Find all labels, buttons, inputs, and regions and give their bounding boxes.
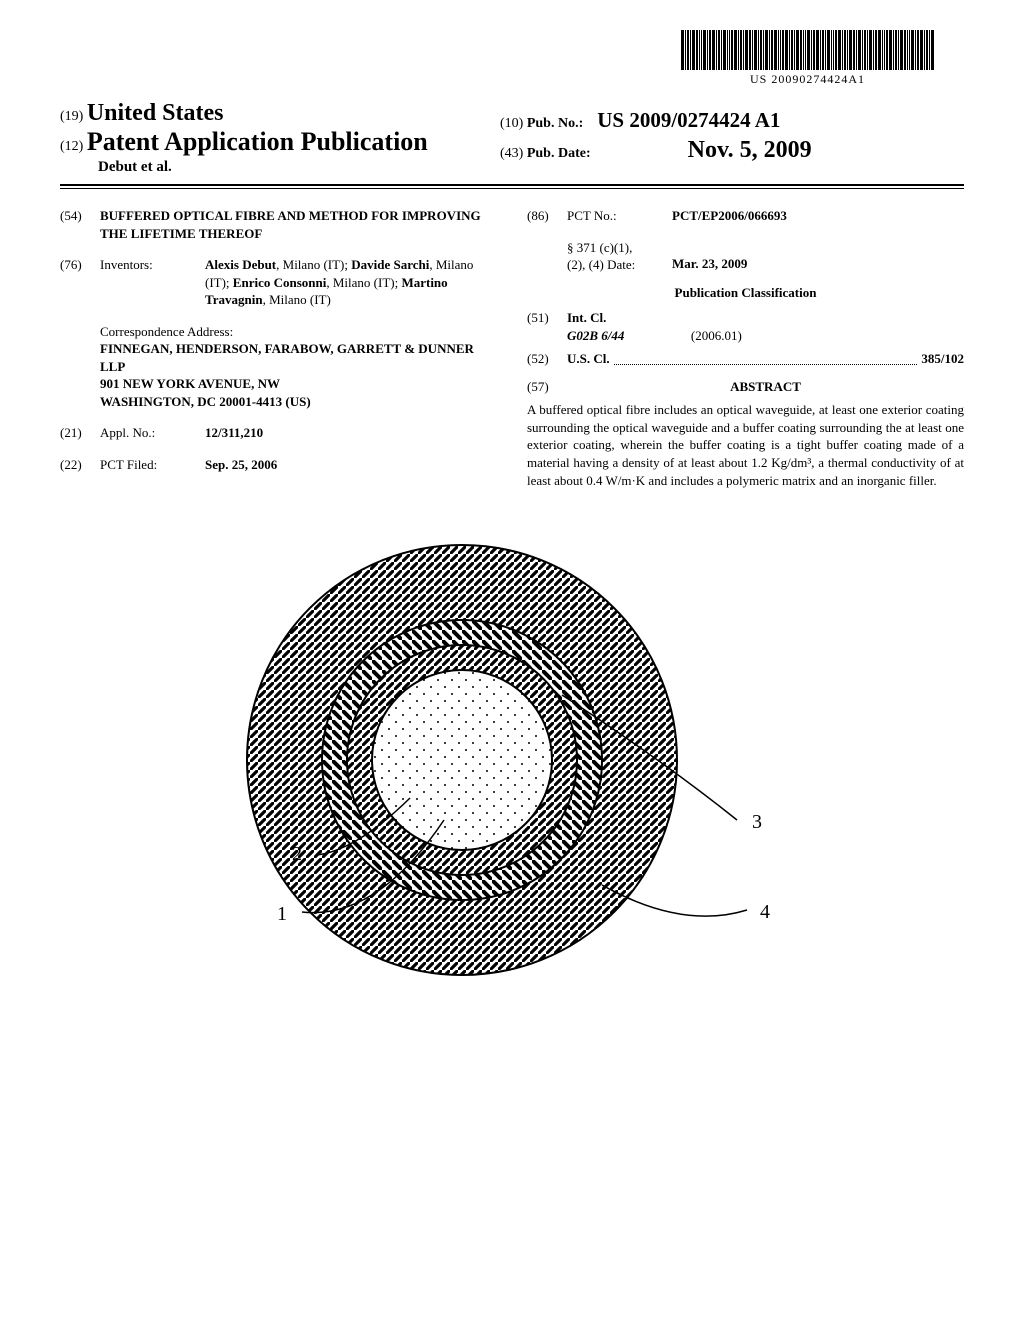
intcl-num: (51) bbox=[527, 309, 567, 344]
left-column: (54) BUFFERED OPTICAL FIBRE AND METHOD F… bbox=[60, 207, 497, 489]
intcl-line: G02B 6/44 (2006.01) bbox=[567, 327, 742, 345]
pctfiled-row: (22) PCT Filed: Sep. 25, 2006 bbox=[60, 456, 497, 474]
correspondence-block: Correspondence Address: FINNEGAN, HENDER… bbox=[100, 323, 497, 411]
barcode-text: US 20090274424A1 bbox=[681, 72, 934, 87]
pub-type-num: (12) bbox=[60, 139, 83, 154]
pctfiled-label: PCT Filed: bbox=[100, 456, 205, 474]
s371-value: Mar. 23, 2009 bbox=[672, 239, 964, 274]
pubdate-num: (43) bbox=[500, 146, 523, 161]
pubdate-value: Nov. 5, 2009 bbox=[688, 137, 812, 163]
biblio-columns: (54) BUFFERED OPTICAL FIBRE AND METHOD F… bbox=[60, 207, 964, 489]
divider-thick bbox=[60, 184, 964, 186]
uscl-dots bbox=[614, 350, 918, 365]
title-num: (54) bbox=[60, 207, 100, 242]
inventors-num: (76) bbox=[60, 256, 100, 309]
intcl-body: Int. Cl. G02B 6/44 (2006.01) bbox=[567, 309, 742, 344]
uscl-label: U.S. Cl. bbox=[567, 350, 610, 368]
intcl-label: Int. Cl. bbox=[567, 309, 742, 327]
title-row: (54) BUFFERED OPTICAL FIBRE AND METHOD F… bbox=[60, 207, 497, 242]
pctno-value: PCT/EP2006/066693 bbox=[672, 207, 964, 225]
divider-thin bbox=[60, 188, 964, 189]
applno-label: Appl. No.: bbox=[100, 424, 205, 442]
abstract-title: ABSTRACT bbox=[567, 378, 964, 396]
header: (19) United States (12) Patent Applicati… bbox=[60, 100, 964, 176]
intcl-year: (2006.01) bbox=[691, 328, 742, 343]
pubclass-title: Publication Classification bbox=[527, 284, 964, 302]
pubno-value: US 2009/0274424 A1 bbox=[597, 108, 780, 132]
s371-row: § 371 (c)(1), (2), (4) Date: Mar. 23, 20… bbox=[527, 239, 964, 274]
barcode-block: US 20090274424A1 bbox=[681, 30, 934, 87]
pubno-num: (10) bbox=[500, 116, 523, 131]
pub-type: Patent Application Publication bbox=[87, 127, 428, 156]
intcl-row: (51) Int. Cl. G02B 6/44 (2006.01) bbox=[527, 309, 964, 344]
pctno-num: (86) bbox=[527, 207, 567, 225]
pctno-label: PCT No.: bbox=[567, 207, 672, 225]
s371-label: § 371 (c)(1), (2), (4) Date: bbox=[567, 239, 672, 274]
inventors-value: Alexis Debut, Milano (IT); Davide Sarchi… bbox=[205, 256, 497, 309]
uscl-body: U.S. Cl. 385/102 bbox=[567, 350, 964, 368]
pctfiled-num: (22) bbox=[60, 456, 100, 474]
intcl-code: G02B 6/44 bbox=[567, 328, 624, 343]
label-3: 3 bbox=[752, 811, 762, 833]
uscl-row: (52) U.S. Cl. 385/102 bbox=[527, 350, 964, 368]
pubdate-row: (43) Pub. Date: Nov. 5, 2009 bbox=[500, 137, 812, 164]
applno-value: 12/311,210 bbox=[205, 424, 497, 442]
country-num: (19) bbox=[60, 109, 83, 124]
label-4: 4 bbox=[760, 901, 770, 923]
applno-num: (21) bbox=[60, 424, 100, 442]
title-text: BUFFERED OPTICAL FIBRE AND METHOD FOR IM… bbox=[100, 207, 497, 242]
pubno-label: Pub. No.: bbox=[527, 116, 583, 131]
barcode-graphic bbox=[681, 30, 934, 70]
layer-1-core bbox=[372, 670, 552, 850]
label-1: 1 bbox=[277, 903, 287, 925]
pctfiled-value: Sep. 25, 2006 bbox=[205, 456, 497, 474]
country-name: United States bbox=[87, 100, 224, 126]
uscl-value: 385/102 bbox=[921, 350, 964, 368]
header-right: (10) Pub. No.: US 2009/0274424 A1 (43) P… bbox=[500, 108, 812, 164]
fibre-cross-section-figure: 2 1 3 4 bbox=[162, 530, 862, 1030]
abstract-header: (57) ABSTRACT bbox=[527, 378, 964, 402]
uscl-num: (52) bbox=[527, 350, 567, 368]
label-2: 2 bbox=[292, 843, 302, 865]
pubdate-label: Pub. Date: bbox=[527, 146, 591, 161]
abstract-num: (57) bbox=[527, 378, 567, 402]
s371-blank bbox=[527, 239, 567, 274]
corr-label: Correspondence Address: bbox=[100, 323, 497, 341]
corr-value: FINNEGAN, HENDERSON, FARABOW, GARRETT & … bbox=[100, 340, 497, 410]
pctno-row: (86) PCT No.: PCT/EP2006/066693 bbox=[527, 207, 964, 225]
figure-area: 2 1 3 4 bbox=[0, 530, 1024, 1035]
abstract-text: A buffered optical fibre includes an opt… bbox=[527, 401, 964, 489]
right-column: (86) PCT No.: PCT/EP2006/066693 § 371 (c… bbox=[527, 207, 964, 489]
pubno-row: (10) Pub. No.: US 2009/0274424 A1 bbox=[500, 108, 812, 133]
applno-row: (21) Appl. No.: 12/311,210 bbox=[60, 424, 497, 442]
inventors-row: (76) Inventors: Alexis Debut, Milano (IT… bbox=[60, 256, 497, 309]
inventors-label: Inventors: bbox=[100, 256, 205, 309]
